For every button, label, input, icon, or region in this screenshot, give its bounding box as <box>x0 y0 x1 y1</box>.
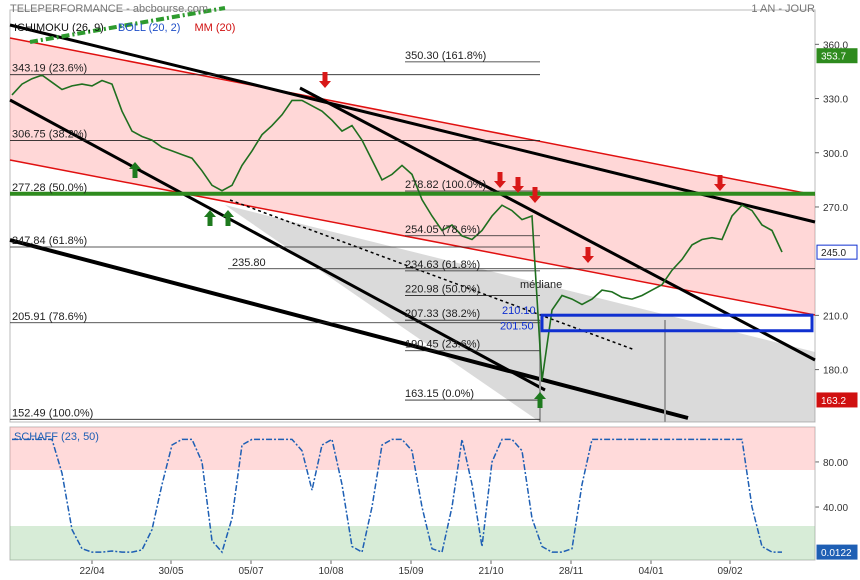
price-panel <box>9 9 816 423</box>
y-tick-label: 40.00 <box>823 503 848 514</box>
header-title: TELEPERFORMANCE - abcbourse.com <box>10 3 208 15</box>
fib-label: 220.98 (50.0%) <box>405 284 480 296</box>
fib-label: 306.75 (38.2%) <box>12 129 87 141</box>
value-label: 353.7 <box>821 52 846 63</box>
value-box <box>816 48 858 64</box>
y-tick-label: 300.0 <box>823 149 848 160</box>
trend-line <box>9 23 816 224</box>
y-tick-label: 210.0 <box>823 311 848 322</box>
value-label: 245.0 <box>821 248 846 259</box>
overbought-zone <box>10 427 815 470</box>
price-line <box>11 74 783 381</box>
y-tick-label: 270.0 <box>823 203 848 214</box>
x-tick-label: 10/08 <box>318 566 343 577</box>
fib-label: 207.33 (38.2%) <box>405 308 480 320</box>
oversold-zone <box>10 526 815 560</box>
x-tick-label: 22/04 <box>79 566 104 577</box>
channel-line <box>9 37 816 196</box>
trend-line <box>9 238 689 420</box>
legend-entry: BOLL (20, 2) <box>118 22 181 34</box>
x-tick-label: 28/11 <box>559 566 584 577</box>
x-tick-label: 30/05 <box>158 566 183 577</box>
fib-label: 247.84 (61.8%) <box>12 235 87 247</box>
fib-label: 254.05 (78.6%) <box>405 224 480 236</box>
value-box <box>816 544 858 560</box>
value-label: 163.2 <box>821 396 846 407</box>
x-tick-label: 21/10 <box>478 566 503 577</box>
fib-label: 190.45 (23.6%) <box>405 339 480 351</box>
y-tick-label: 330.0 <box>823 95 848 106</box>
x-tick-label: 04/01 <box>638 566 663 577</box>
y-tick-label: 80.00 <box>823 458 848 469</box>
trend-line <box>9 98 546 392</box>
zone-label: 210.10 <box>502 305 536 317</box>
fib-label: 234.63 (61.8%) <box>405 259 480 271</box>
legend-entry: MM (20) <box>194 22 235 34</box>
fib-label: 163.15 (0.0%) <box>405 388 474 400</box>
fib-label: 343.19 (23.6%) <box>12 63 87 75</box>
panel-title: SCHAFF (23, 50) <box>14 431 99 443</box>
zone-box <box>540 313 814 333</box>
fib-label: 277.28 (50.0%) <box>12 182 87 194</box>
price-line <box>12 438 782 554</box>
fib-label: 205.91 (78.6%) <box>12 311 87 323</box>
value-box <box>816 392 858 408</box>
annotation: médiane <box>520 279 562 291</box>
y-tick-label: 360.0 <box>823 40 848 51</box>
zone-label: 201.50 <box>500 321 534 333</box>
header-period: 1 AN - JOUR <box>751 3 815 15</box>
x-tick-label: 15/09 <box>398 566 423 577</box>
fib-label: 278.82 (100.0%) <box>405 179 486 191</box>
legend-entry: ICHIMOKU (26, 9) <box>14 22 104 34</box>
x-tick-label: 05/07 <box>238 566 263 577</box>
fib-label: 350.30 (161.8%) <box>405 50 486 62</box>
x-tick-label: 09/02 <box>717 566 742 577</box>
value-label: 0.0122 <box>821 548 852 559</box>
schaff-panel <box>9 426 816 561</box>
y-tick-label: 180.0 <box>823 366 848 377</box>
trend-line <box>29 6 226 44</box>
fib-label: 152.49 (100.0%) <box>12 407 93 419</box>
value-box <box>816 244 858 260</box>
gray-zone <box>225 205 815 422</box>
level-label: 235.80 <box>232 257 266 269</box>
